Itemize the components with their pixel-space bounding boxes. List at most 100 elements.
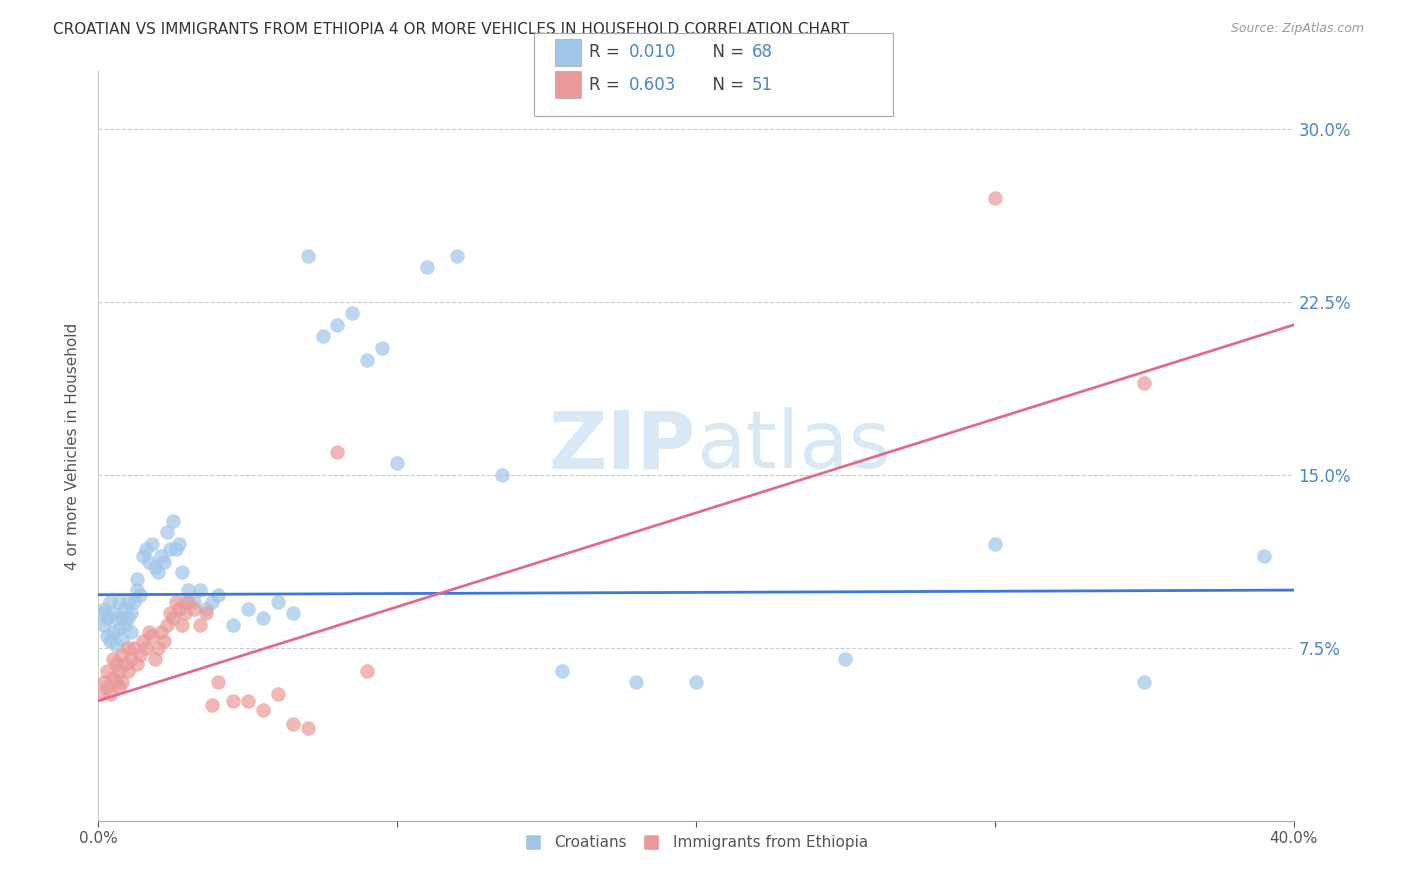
Point	[124, 640, 146, 655]
Point	[165, 594, 187, 608]
Point	[153, 556, 176, 570]
Point	[103, 652, 125, 666]
Point	[550, 664, 572, 678]
Point	[150, 549, 173, 563]
Text: R =: R =	[589, 43, 626, 62]
Point	[127, 657, 149, 671]
Point	[96, 629, 118, 643]
Point	[177, 583, 200, 598]
Point	[167, 601, 190, 615]
Legend: Croatians, Immigrants from Ethiopia: Croatians, Immigrants from Ethiopia	[516, 828, 876, 858]
Text: ZIP: ZIP	[548, 407, 696, 485]
Point	[138, 556, 160, 570]
Point	[207, 588, 229, 602]
Point	[267, 594, 290, 608]
Point	[356, 352, 378, 367]
Point	[491, 467, 513, 482]
Point	[93, 601, 115, 615]
Point	[297, 249, 319, 263]
Point	[1133, 675, 1156, 690]
Point	[129, 588, 152, 602]
Point	[177, 594, 200, 608]
Y-axis label: 4 or more Vehicles in Household: 4 or more Vehicles in Household	[65, 322, 80, 570]
Point	[188, 583, 211, 598]
Text: 68: 68	[752, 43, 773, 62]
Text: N =: N =	[702, 76, 749, 94]
Point	[114, 617, 136, 632]
Text: CROATIAN VS IMMIGRANTS FROM ETHIOPIA 4 OR MORE VEHICLES IN HOUSEHOLD CORRELATION: CROATIAN VS IMMIGRANTS FROM ETHIOPIA 4 O…	[53, 22, 849, 37]
Point	[98, 687, 122, 701]
Point	[1253, 549, 1275, 563]
Point	[120, 606, 142, 620]
Point	[111, 648, 134, 662]
Point	[174, 594, 197, 608]
Point	[162, 611, 184, 625]
Point	[252, 703, 274, 717]
Point	[685, 675, 707, 690]
Point	[156, 525, 179, 540]
Point	[98, 594, 122, 608]
Text: 0.010: 0.010	[628, 43, 676, 62]
Point	[105, 639, 128, 653]
Point	[108, 664, 131, 678]
Point	[167, 537, 190, 551]
Point	[172, 617, 194, 632]
Text: 0.603: 0.603	[628, 76, 676, 94]
Point	[311, 329, 333, 343]
Point	[103, 606, 125, 620]
Point	[90, 606, 112, 620]
Point	[143, 560, 166, 574]
Text: atlas: atlas	[696, 407, 890, 485]
Point	[129, 648, 152, 662]
Point	[371, 341, 394, 355]
Point	[132, 633, 155, 648]
Point	[117, 664, 139, 678]
Point	[207, 675, 229, 690]
Point	[96, 680, 118, 694]
Point	[267, 687, 290, 701]
Point	[188, 617, 211, 632]
Point	[416, 260, 439, 275]
Point	[96, 664, 118, 678]
Text: R =: R =	[589, 76, 626, 94]
Point	[117, 611, 139, 625]
Point	[127, 572, 149, 586]
Point	[135, 541, 157, 556]
Point	[148, 565, 170, 579]
Point	[120, 652, 142, 666]
Point	[1133, 376, 1156, 390]
Point	[96, 611, 118, 625]
Point	[174, 606, 197, 620]
Point	[984, 537, 1007, 551]
Point	[108, 680, 131, 694]
Point	[162, 514, 184, 528]
Point	[165, 541, 187, 556]
Point	[156, 617, 179, 632]
Point	[141, 629, 163, 643]
Point	[114, 657, 136, 671]
Point	[127, 583, 149, 598]
Point	[195, 606, 218, 620]
Point	[183, 594, 205, 608]
Point	[105, 675, 128, 690]
Point	[117, 640, 139, 655]
Point	[117, 594, 139, 608]
Point	[108, 594, 131, 608]
Point	[153, 633, 176, 648]
Point	[385, 456, 409, 470]
Text: Source: ZipAtlas.com: Source: ZipAtlas.com	[1230, 22, 1364, 36]
Point	[297, 722, 319, 736]
Point	[98, 633, 122, 648]
Point	[201, 594, 224, 608]
Point	[143, 652, 166, 666]
Point	[222, 694, 245, 708]
Point	[138, 624, 160, 639]
Text: 51: 51	[752, 76, 773, 94]
Point	[105, 611, 128, 625]
Point	[195, 601, 218, 615]
Point	[236, 694, 259, 708]
Point	[132, 549, 155, 563]
Point	[111, 675, 134, 690]
Point	[222, 617, 245, 632]
Point	[114, 601, 136, 615]
